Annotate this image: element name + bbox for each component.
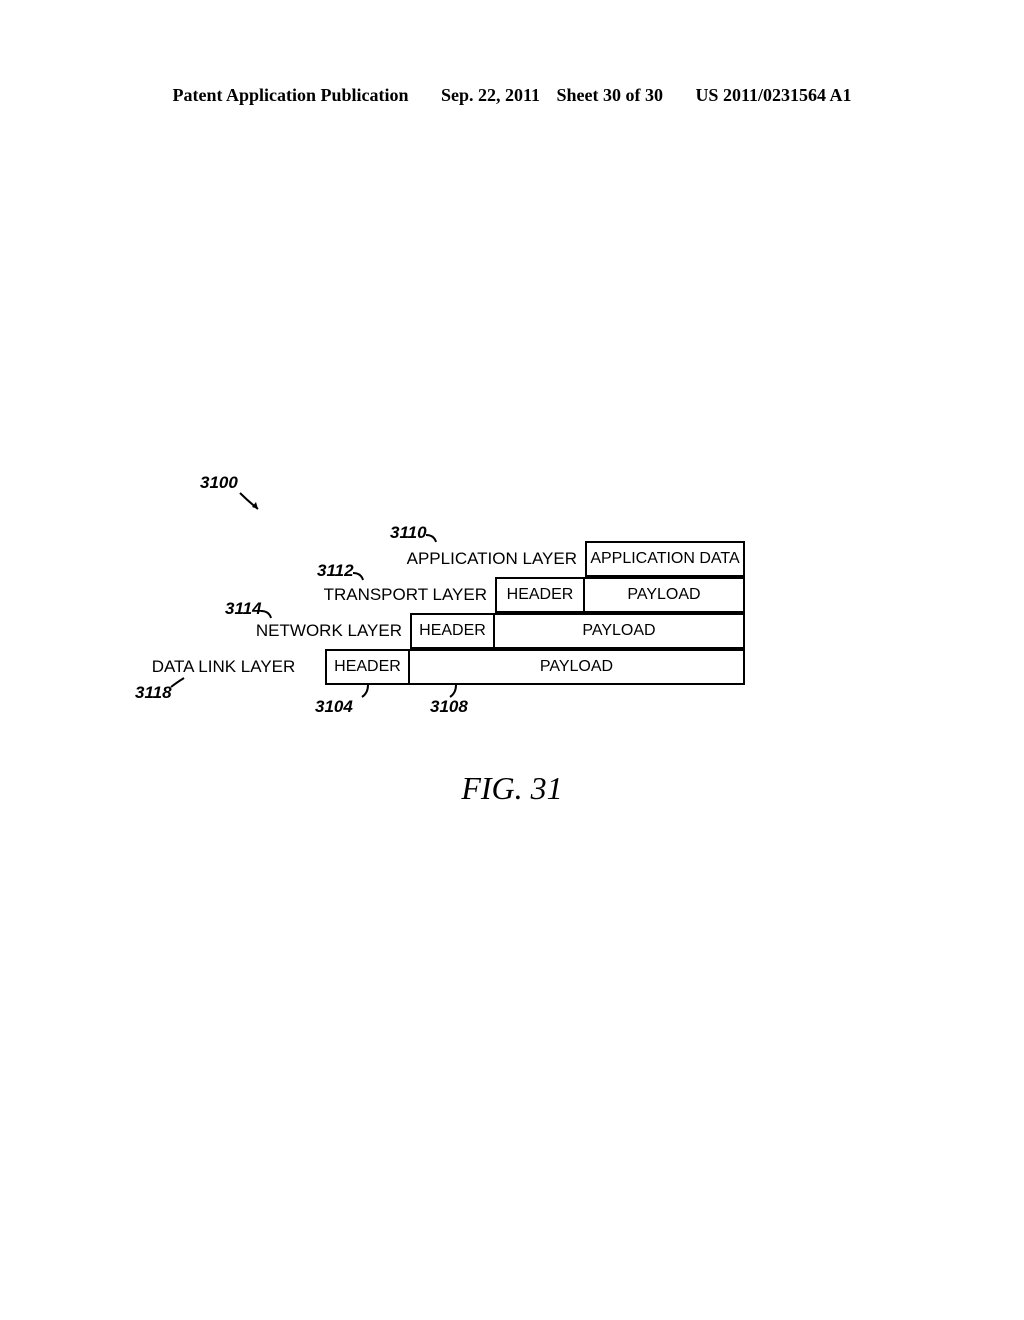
pub-date: Sep. 22, 2011 <box>441 85 540 105</box>
network-payload-box: PAYLOAD <box>495 613 745 649</box>
layer-diagram: 3100 3110 APPLICATION LAYER APPLICATION … <box>130 505 890 685</box>
pub-number: US 2011/0231564 A1 <box>695 85 851 105</box>
pub-label: Patent Application Publication <box>173 85 409 105</box>
hook-3110 <box>426 529 442 543</box>
ref-3108: 3108 <box>430 697 468 717</box>
datalink-layer-label: DATA LINK LAYER <box>130 649 325 685</box>
ref-3110: 3110 <box>390 523 427 543</box>
datalink-header-box: HEADER <box>325 649 410 685</box>
hook-3118 <box>170 677 186 691</box>
ref-3100: 3100 <box>200 473 238 493</box>
sheet-number: Sheet 30 of 30 <box>556 85 663 105</box>
hook-3114 <box>261 605 277 619</box>
page-header: Patent Application Publication Sep. 22, … <box>0 85 1024 106</box>
application-data-box: APPLICATION DATA <box>585 541 745 577</box>
transport-header-box: HEADER <box>495 577 585 613</box>
ref-3112: 3112 <box>317 561 354 581</box>
ref-3104: 3104 <box>315 697 353 717</box>
application-layer-row: APPLICATION LAYER APPLICATION DATA <box>130 541 890 577</box>
hook-3112 <box>353 567 369 581</box>
arrow-3100 <box>238 491 268 520</box>
transport-layer-label: TRANSPORT LAYER <box>130 577 495 613</box>
figure-title: FIG. 31 <box>0 770 1024 807</box>
bracket-3104 <box>358 685 378 706</box>
ref-3114: 3114 <box>225 599 262 619</box>
network-header-box: HEADER <box>410 613 495 649</box>
datalink-payload-box: PAYLOAD <box>410 649 745 685</box>
ref-3118: 3118 <box>135 683 172 703</box>
datalink-layer-row: DATA LINK LAYER HEADER PAYLOAD <box>130 649 890 685</box>
transport-payload-box: PAYLOAD <box>585 577 745 613</box>
